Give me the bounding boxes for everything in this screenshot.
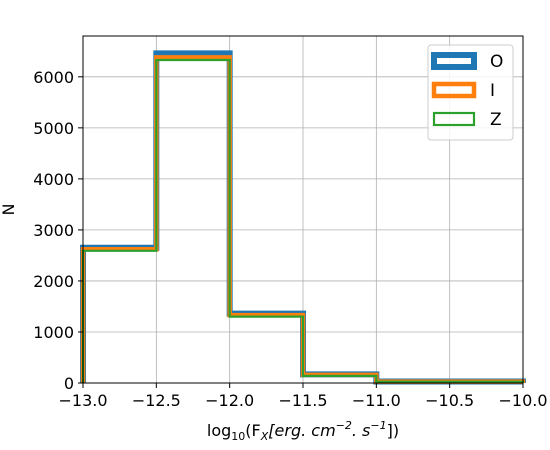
- legend-swatch-O: [431, 52, 477, 70]
- y-axis-ticks: 0 1000 2000 3000 4000 5000 6000: [33, 68, 83, 393]
- legend-label-Z: Z: [490, 110, 502, 130]
- x-tick-label-0: −13.0: [58, 391, 107, 410]
- legend-swatch-I: [431, 81, 477, 99]
- y-tick-label-2: 2000: [33, 272, 74, 291]
- legend-label-O: O: [490, 52, 503, 72]
- y-tick-label-6: 6000: [33, 68, 74, 87]
- x-tick-label-1: −12.5: [132, 391, 181, 410]
- x-tick-label-6: −10.0: [498, 391, 547, 410]
- y-tick-label-4: 4000: [33, 170, 74, 189]
- x-tick-label-2: −12.0: [205, 391, 254, 410]
- legend: OIZ: [427, 44, 514, 141]
- y-tick-label-3: 3000: [33, 221, 74, 240]
- legend-swatch-Z: [432, 111, 476, 127]
- series-Z-histogram: [81, 58, 525, 383]
- legend-label-I: I: [490, 81, 495, 101]
- y-axis-label: N: [0, 204, 18, 216]
- x-axis-label: log10(FX[erg. cm−2. s−1]): [207, 419, 399, 443]
- y-tick-label-1: 1000: [33, 323, 74, 342]
- legend-items: OIZ: [431, 52, 503, 130]
- y-tick-label-5: 5000: [33, 119, 74, 138]
- series-group: [80, 50, 526, 385]
- x-tick-label-5: −10.5: [425, 391, 474, 410]
- y-tick-label-0: 0: [64, 374, 74, 393]
- x-axis-ticks: −13.0 −12.5 −12.0 −11.5 −11.0 −10.5 −10.0: [58, 383, 548, 410]
- x-tick-label-3: −11.5: [278, 391, 327, 410]
- x-tick-label-4: −11.0: [352, 391, 401, 410]
